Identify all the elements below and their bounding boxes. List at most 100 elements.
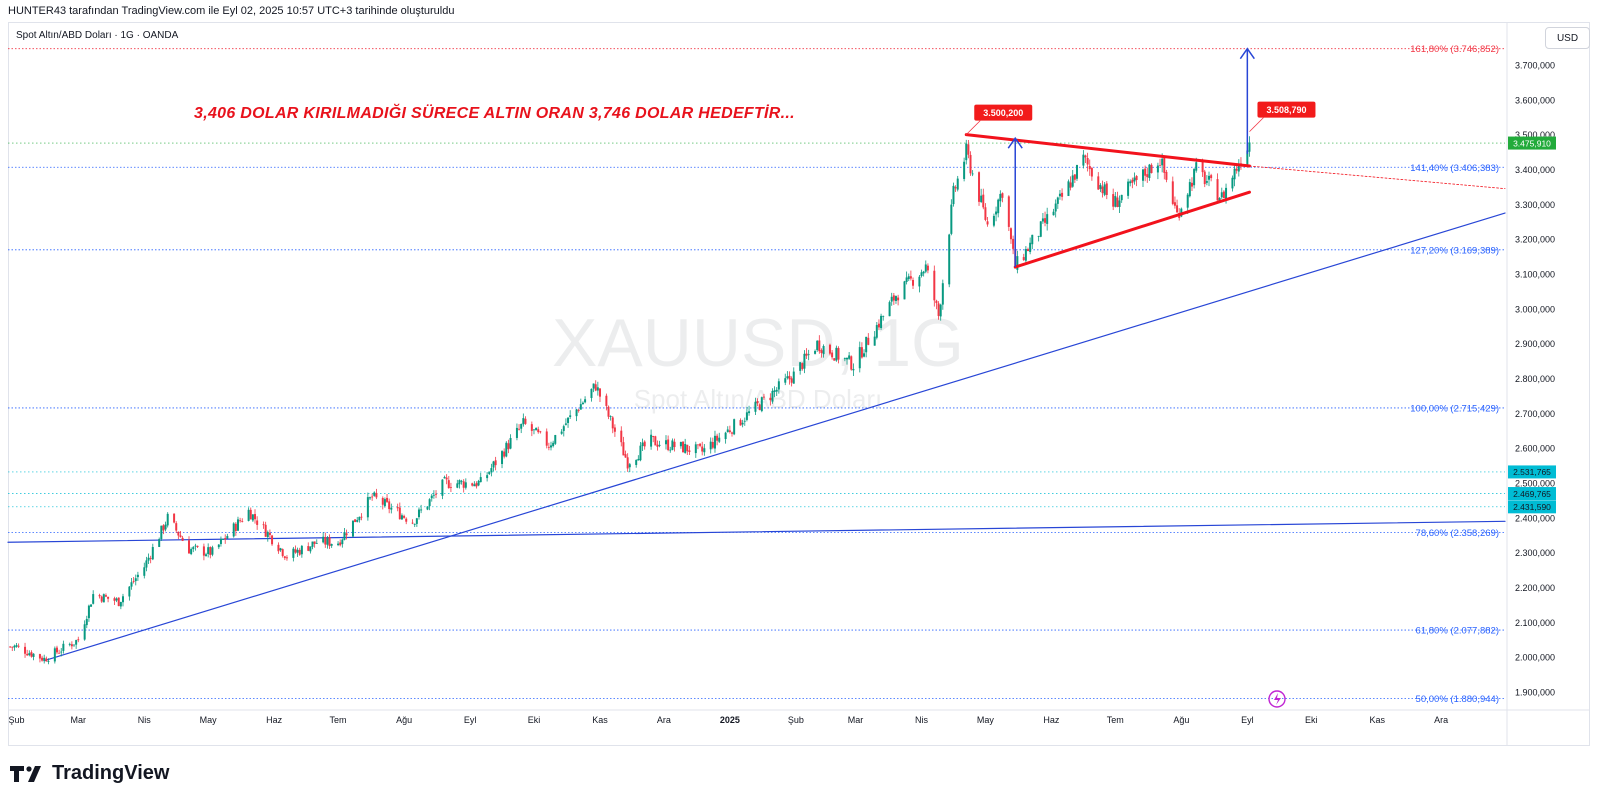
candle[interactable] — [986, 216, 989, 227]
candle[interactable] — [562, 424, 565, 437]
candle[interactable] — [488, 471, 491, 476]
candle[interactable] — [398, 502, 401, 520]
price-callout[interactable]: 3.508,790 — [1249, 101, 1316, 132]
candle[interactable] — [520, 423, 523, 434]
candle[interactable] — [1163, 156, 1166, 180]
candle[interactable] — [1012, 235, 1015, 255]
candle[interactable] — [132, 577, 135, 584]
candle[interactable] — [822, 344, 825, 358]
candle[interactable] — [669, 446, 672, 453]
candle[interactable] — [1009, 227, 1012, 244]
candle[interactable] — [656, 440, 659, 451]
candle[interactable] — [890, 292, 893, 306]
candle[interactable] — [694, 441, 697, 458]
candle[interactable] — [552, 440, 555, 448]
candle[interactable] — [888, 300, 891, 317]
price-level-label[interactable]: 2.431,590 — [1508, 500, 1556, 514]
candle[interactable] — [1088, 159, 1091, 176]
candle[interactable] — [982, 188, 985, 210]
candle[interactable] — [1041, 213, 1044, 224]
candle[interactable] — [90, 604, 93, 607]
candle[interactable] — [711, 437, 714, 450]
candle[interactable] — [679, 441, 682, 449]
candle[interactable] — [716, 433, 719, 446]
candle[interactable] — [337, 541, 340, 547]
candle[interactable] — [818, 335, 821, 354]
candle[interactable] — [688, 446, 691, 456]
candle[interactable] — [1073, 174, 1076, 184]
candle[interactable] — [388, 498, 391, 514]
candle[interactable] — [164, 521, 167, 532]
candle[interactable] — [635, 459, 638, 468]
candle[interactable] — [309, 546, 312, 554]
candle[interactable] — [234, 522, 237, 536]
candle[interactable] — [475, 481, 478, 489]
candle[interactable] — [1101, 180, 1104, 198]
candle[interactable] — [417, 507, 420, 520]
candle[interactable] — [1231, 175, 1234, 192]
candle[interactable] — [300, 544, 303, 558]
candle[interactable] — [799, 362, 802, 375]
candle[interactable] — [330, 543, 333, 548]
candle[interactable] — [560, 429, 563, 435]
price-callout[interactable]: 3.500,200 — [965, 104, 1033, 135]
candle[interactable] — [262, 521, 265, 529]
candle[interactable] — [460, 479, 463, 485]
candle[interactable] — [38, 653, 41, 663]
candle[interactable] — [984, 203, 987, 222]
candle[interactable] — [456, 479, 459, 489]
candle[interactable] — [271, 534, 274, 546]
candle[interactable] — [1156, 162, 1159, 180]
candle[interactable] — [941, 279, 944, 310]
candle[interactable] — [828, 343, 831, 356]
candle[interactable] — [843, 357, 846, 362]
candle[interactable] — [673, 438, 676, 452]
candle[interactable] — [477, 479, 480, 487]
candle[interactable] — [775, 387, 778, 397]
candle[interactable] — [539, 430, 542, 434]
candle[interactable] — [75, 639, 78, 649]
candle[interactable] — [128, 586, 131, 601]
candle[interactable] — [1129, 179, 1132, 187]
candle[interactable] — [952, 182, 955, 207]
candle[interactable] — [1024, 246, 1027, 265]
candle[interactable] — [833, 357, 836, 361]
candle[interactable] — [396, 503, 399, 512]
candle[interactable] — [1090, 166, 1093, 181]
candle[interactable] — [581, 401, 584, 405]
candle[interactable] — [294, 545, 297, 554]
candle[interactable] — [1069, 176, 1072, 191]
candle[interactable] — [492, 460, 495, 472]
candle[interactable] — [699, 443, 702, 448]
candle[interactable] — [1218, 197, 1221, 201]
candle[interactable] — [313, 541, 316, 548]
candle[interactable] — [592, 383, 595, 393]
candle[interactable] — [912, 277, 915, 289]
candle[interactable] — [366, 492, 369, 521]
candle[interactable] — [160, 525, 163, 541]
candle[interactable] — [684, 438, 687, 454]
candle[interactable] — [882, 315, 885, 321]
candle[interactable] — [217, 544, 220, 550]
candle[interactable] — [83, 620, 86, 641]
candle[interactable] — [654, 435, 657, 446]
candle[interactable] — [375, 488, 378, 500]
candle[interactable] — [1165, 169, 1168, 183]
candle[interactable] — [739, 418, 742, 426]
candle[interactable] — [956, 175, 959, 192]
candle[interactable] — [950, 199, 953, 236]
candle[interactable] — [179, 530, 182, 538]
candle[interactable] — [102, 593, 105, 603]
candle[interactable] — [190, 547, 193, 556]
candle[interactable] — [816, 340, 819, 352]
candle[interactable] — [85, 615, 88, 629]
candle[interactable] — [30, 650, 33, 658]
candle[interactable] — [650, 429, 653, 450]
candle[interactable] — [807, 349, 810, 361]
candle[interactable] — [279, 547, 282, 552]
candle[interactable] — [211, 545, 214, 557]
candle[interactable] — [971, 170, 974, 177]
candle[interactable] — [607, 405, 610, 420]
candle[interactable] — [728, 425, 731, 434]
candle[interactable] — [613, 424, 616, 437]
